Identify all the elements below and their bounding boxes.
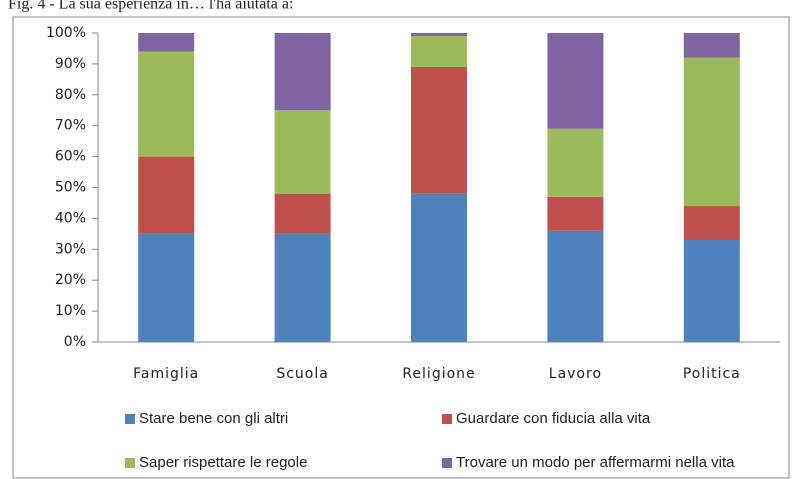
y-tick-label: 20% (55, 272, 86, 288)
bar-segment (274, 110, 331, 194)
x-tick-label: Famiglia (133, 366, 199, 382)
bar-segment (411, 33, 467, 37)
bar-segment (547, 128, 604, 197)
x-tick-label: Religione (402, 366, 475, 382)
bar-segment (138, 51, 195, 157)
bar-segment (411, 66, 467, 194)
y-tick-label: 30% (55, 241, 86, 257)
legend-swatch (442, 414, 452, 424)
x-tick-label: Lavoro (549, 366, 602, 382)
chart-border (12, 16, 790, 479)
bar-segment (138, 233, 195, 342)
legend-label: Guardare con fiducia alla vita (456, 410, 651, 427)
bar-segment (547, 230, 604, 342)
y-tick-label: 0% (64, 334, 86, 350)
y-tick-label: 40% (55, 210, 86, 226)
legend-label: Saper rispettare le regole (139, 454, 307, 471)
bar-segment (683, 206, 740, 241)
bar-segment (547, 33, 604, 129)
y-tick-label: 10% (55, 303, 86, 319)
y-tick-label: 100% (46, 25, 86, 41)
legend-label: Stare bene con gli altri (139, 410, 288, 427)
bar-segment (683, 33, 740, 58)
bar-segment (274, 193, 331, 234)
bar-segment (274, 233, 331, 342)
chart-title: Fig. 4 - La sua esperienza in… l'ha aiut… (8, 0, 293, 13)
y-tick-label: 80% (55, 87, 86, 103)
bar-segment (683, 57, 740, 207)
x-tick-label: Politica (683, 366, 741, 382)
legend-swatch (442, 458, 452, 468)
bar-segment (411, 36, 467, 67)
bar-segment (411, 193, 467, 342)
y-tick-label: 70% (55, 118, 86, 134)
bar-segment (547, 196, 604, 231)
y-tick-label: 50% (55, 180, 86, 196)
x-tick-label: Scuola (276, 366, 329, 382)
legend-swatch (125, 458, 135, 468)
legend-swatch (125, 414, 135, 424)
y-tick-label: 90% (55, 56, 86, 72)
bar-segment (683, 240, 740, 342)
legend-label: Trovare un modo per affermarmi nella vit… (456, 454, 735, 471)
bar-segment (138, 156, 195, 234)
bar-segment (274, 33, 331, 111)
y-tick-label: 60% (55, 149, 86, 165)
bar-segment (138, 33, 195, 52)
